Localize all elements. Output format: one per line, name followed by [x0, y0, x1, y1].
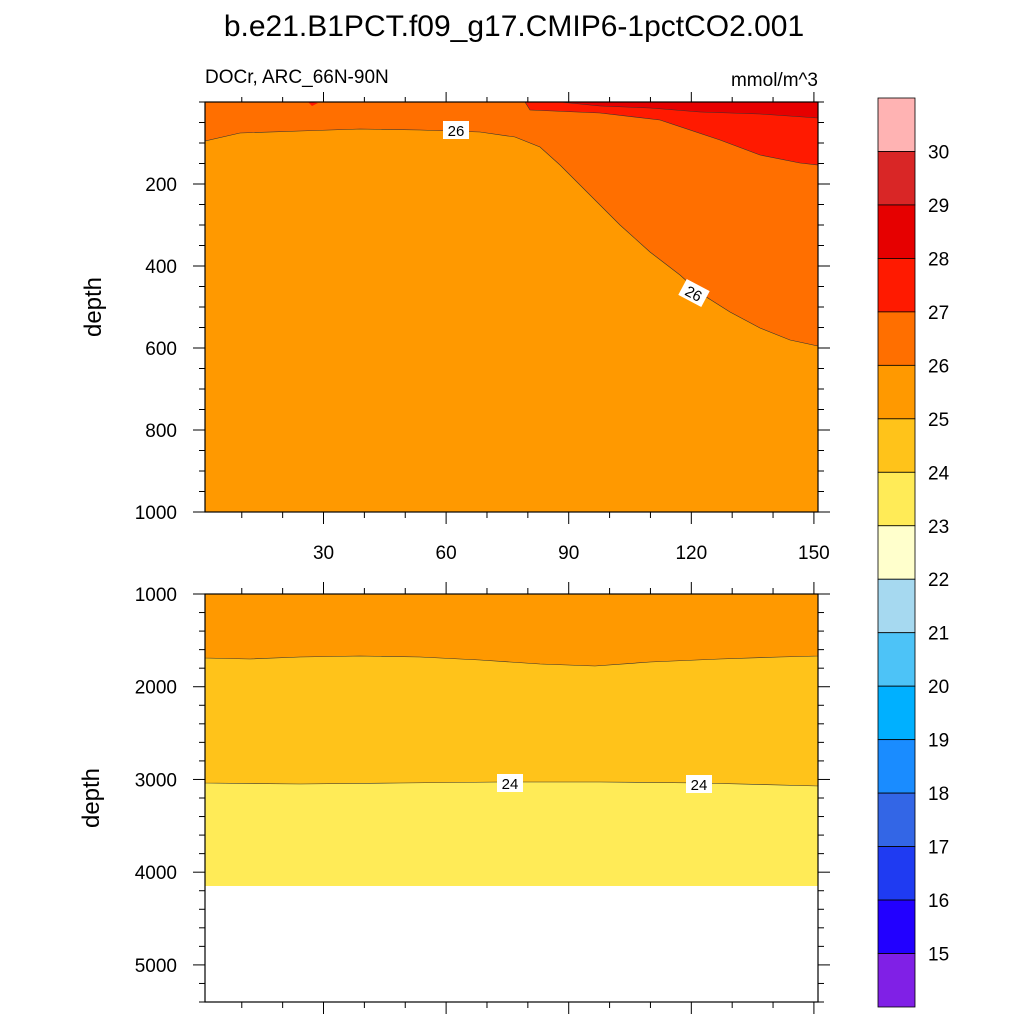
lower-contour-label-2: 24	[686, 775, 712, 794]
upper-y-tick-label: 400	[145, 257, 177, 278]
upper-contour-label-2: 26	[678, 278, 710, 308]
lower-panel: 1000 2000 3000 4000 5000 depth 24 24	[78, 582, 830, 1014]
lower-axis-ticks: 1000 2000 3000 4000 5000	[135, 582, 830, 1014]
upper-contour-label-1: 26	[443, 121, 469, 140]
colorbar-swatch	[877, 739, 916, 794]
colorbar-label: 22	[928, 570, 949, 591]
chart-title: b.e21.B1PCT.f09_g17.CMIP6-1pctCO2.001	[224, 10, 804, 43]
lower-y-tick-label: 5000	[135, 956, 177, 977]
colorbar-label: 26	[928, 356, 949, 377]
colorbar-swatch	[877, 953, 916, 1008]
colorbar-swatch	[877, 204, 916, 259]
colorbar-label: 25	[928, 410, 949, 431]
upper-y-tick-label: 1000	[135, 503, 177, 524]
colorbar-swatch	[877, 685, 916, 741]
colorbar-label: 29	[928, 196, 949, 217]
colorbar-swatch	[877, 311, 916, 366]
colorbar-label: 16	[928, 891, 949, 912]
colorbar-label: 19	[928, 731, 949, 752]
colorbar-swatch	[877, 258, 916, 313]
lower-y-axis-title: depth	[78, 768, 105, 828]
upper-contour-fills	[204, 101, 819, 512]
colorbar-label: 24	[928, 463, 950, 484]
svg-text:24: 24	[502, 776, 519, 793]
lower-region-25-26	[204, 593, 819, 667]
colorbar-swatch	[877, 364, 916, 420]
upper-left-label: DOCr, ARC_66N-90N	[205, 67, 389, 88]
upper-x-tick-label: 30	[313, 543, 334, 564]
lower-contour-label-1: 24	[497, 774, 523, 793]
colorbar-label: 20	[928, 677, 949, 698]
colorbar-swatch	[877, 632, 916, 687]
upper-units-label: mmol/m^3	[731, 70, 818, 91]
colorbar-swatch	[877, 899, 916, 954]
lower-y-tick-label: 4000	[135, 863, 177, 884]
colorbar-swatch	[877, 97, 916, 152]
colorbar-swatch	[877, 471, 916, 527]
upper-x-tick-label: 60	[436, 543, 457, 564]
colorbar-swatch	[877, 418, 916, 473]
lower-y-tick-label: 2000	[135, 678, 177, 699]
svg-text:26: 26	[682, 283, 705, 306]
colorbar-label: 23	[928, 517, 949, 538]
lower-y-tick-label: 3000	[135, 770, 177, 791]
svg-text:24: 24	[691, 777, 708, 794]
upper-x-tick-label: 150	[798, 543, 830, 564]
colorbar-label: 27	[928, 303, 949, 324]
upper-small-patch	[308, 102, 318, 106]
upper-panel: 30 60 90 120 150 200 400 600 800 1000 DOCr, ARC_6…	[80, 67, 830, 564]
upper-y-tick-label: 600	[145, 339, 177, 360]
upper-y-axis-title: depth	[80, 277, 107, 337]
colorbar-label: 28	[928, 249, 949, 270]
upper-y-tick-label: 800	[145, 421, 177, 442]
upper-x-tick-label: 120	[675, 543, 707, 564]
lower-contour-fills	[204, 593, 819, 1002]
colorbar-label: 21	[928, 624, 949, 645]
upper-y-tick-label: 200	[145, 175, 177, 196]
upper-axis-ticks: 30 60 90 120 150 200 400 600 800 1000	[135, 92, 830, 564]
upper-x-tick-label: 90	[558, 543, 579, 564]
colorbar-label: 15	[928, 945, 949, 966]
lower-y-tick-label: 1000	[135, 585, 177, 606]
colorbar-swatch	[877, 525, 916, 580]
colorbar-label: 30	[928, 142, 949, 163]
colorbar-label: 17	[928, 838, 949, 859]
upper-region-26-27	[204, 101, 819, 347]
svg-text:26: 26	[448, 123, 465, 140]
colorbar-swatch	[877, 578, 916, 634]
colorbar-swatch	[877, 151, 916, 206]
colorbar-swatch	[877, 846, 916, 901]
colorbar: 30 29 28 27 26 25 24 23 22 21 20 19 18 17 16 15	[877, 97, 950, 1008]
colorbar-swatch	[877, 792, 916, 847]
colorbar-label: 18	[928, 784, 949, 805]
